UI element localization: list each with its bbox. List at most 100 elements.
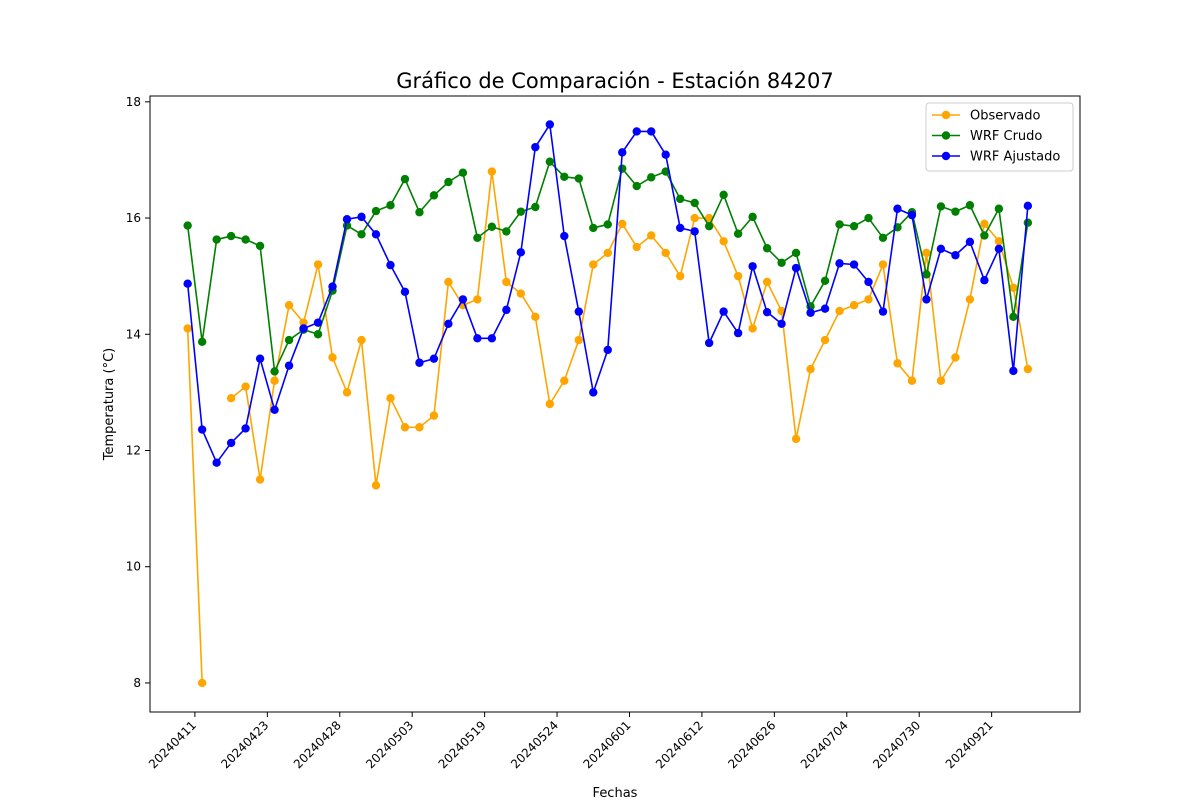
plot-frame (149, 95, 1081, 713)
data-point-wrf-crudo (690, 198, 699, 208)
data-point-wrf-ajustado (719, 307, 728, 316)
y-tick-label: 16 (126, 211, 141, 225)
data-point-wrf-ajustado (342, 215, 352, 224)
data-point-wrf-crudo (531, 202, 540, 212)
x-tick-label: 20240411 (146, 718, 199, 771)
data-point-observado (444, 277, 453, 287)
data-point-observado (748, 324, 757, 333)
data-point-observado (849, 301, 859, 310)
x-tick-label: 20240921 (943, 718, 996, 771)
x-tick-label: 20240524 (508, 718, 561, 771)
data-point-observado (791, 434, 801, 444)
data-point-wrf-crudo (777, 258, 786, 267)
y-axis: 8 10 12 14 16 18 (126, 95, 150, 690)
data-point-wrf-crudo (284, 335, 294, 345)
data-point-observado (342, 388, 352, 397)
data-point-observado (400, 423, 410, 432)
legend-marker-wrf-ajustado (941, 151, 951, 161)
data-point-wrf-ajustado (878, 307, 888, 316)
x-tick-label: 20240503 (363, 718, 416, 771)
x-tick-label: 20240730 (870, 718, 923, 771)
data-point-wrf-ajustado (299, 324, 308, 333)
legend-label-observado: Observado (970, 109, 1041, 124)
data-point-observado (284, 301, 294, 310)
data-point-wrf-ajustado (270, 405, 279, 415)
data-point-observado (980, 219, 989, 229)
series-observado (183, 167, 1033, 688)
data-point-observado (226, 393, 236, 403)
data-point-wrf-crudo (719, 190, 728, 199)
data-point-observado (951, 353, 960, 362)
data-point-observado (936, 376, 946, 385)
data-point-wrf-crudo (936, 202, 946, 211)
legend-label-wrf-ajustado: WRF Ajustado (970, 150, 1060, 165)
x-tick-label: 20240428 (291, 718, 344, 771)
data-point-observado (864, 295, 873, 304)
plot-area (149, 95, 1081, 713)
plot-background (150, 96, 1080, 712)
data-point-observado (994, 237, 1004, 246)
data-point-wrf-ajustado (733, 328, 743, 338)
data-point-wrf-crudo (545, 157, 555, 166)
data-point-wrf-ajustado (994, 244, 1004, 254)
x-tick-label: 20240423 (218, 718, 271, 771)
data-point-observado (386, 393, 395, 403)
y-axis-label: Temperatura (°C) (102, 348, 117, 461)
data-point-wrf-ajustado (444, 319, 453, 328)
data-point-wrf-ajustado (864, 277, 873, 287)
data-point-wrf-crudo (444, 177, 453, 187)
data-point-wrf-crudo (835, 220, 844, 229)
data-point-wrf-crudo (589, 223, 598, 233)
data-point-observado (733, 271, 743, 281)
data-point-observado (516, 289, 526, 298)
data-point-observado (1009, 283, 1018, 292)
data-point-observado (1023, 364, 1033, 374)
x-axis-label: Fechas (593, 786, 638, 800)
data-point-observado (270, 376, 279, 385)
data-point-observado (574, 335, 583, 345)
data-point-wrf-crudo (429, 191, 439, 200)
data-point-wrf-ajustado (212, 458, 221, 467)
data-point-wrf-crudo (212, 235, 221, 244)
data-point-wrf-crudo (574, 174, 583, 183)
y-tick-label: 14 (126, 327, 141, 341)
data-point-wrf-ajustado (400, 287, 410, 297)
data-point-wrf-ajustado (1009, 366, 1018, 376)
data-point-wrf-ajustado (777, 319, 786, 328)
data-point-observado (531, 312, 540, 322)
data-point-wrf-crudo (922, 270, 931, 279)
data-point-wrf-ajustado (922, 295, 931, 304)
data-point-wrf-ajustado (516, 248, 526, 257)
data-point-observado (589, 260, 598, 269)
data-point-wrf-ajustado (1023, 201, 1033, 211)
data-point-wrf-crudo (878, 233, 888, 242)
data-point-wrf-crudo (791, 248, 801, 258)
data-point-wrf-ajustado (647, 127, 656, 136)
data-point-observado (328, 353, 337, 362)
legend-marker-observado (941, 110, 951, 120)
data-point-wrf-crudo (516, 207, 526, 216)
data-point-observado (907, 376, 917, 385)
data-point-wrf-ajustado (936, 244, 946, 254)
data-point-wrf-crudo (560, 172, 569, 181)
data-point-wrf-crudo (241, 235, 250, 244)
y-tick-label: 18 (126, 95, 141, 109)
data-point-observado (313, 260, 323, 269)
y-tick-label: 12 (126, 443, 141, 457)
data-point-observado (357, 335, 366, 345)
data-point-wrf-ajustado (197, 425, 207, 434)
data-point-wrf-ajustado (473, 334, 482, 343)
data-point-wrf-ajustado (951, 251, 960, 260)
x-tick-label: 20240601 (581, 718, 634, 771)
data-point-observado (487, 167, 497, 176)
data-point-wrf-ajustado (835, 259, 844, 268)
data-point-wrf-ajustado (806, 308, 815, 317)
data-point-wrf-crudo (400, 174, 410, 184)
data-point-wrf-ajustado (284, 361, 294, 370)
data-point-wrf-crudo (820, 276, 830, 285)
legend-box (925, 102, 1074, 172)
data-point-wrf-ajustado (762, 307, 772, 317)
data-point-observado (835, 306, 844, 316)
data-point-wrf-crudo (748, 212, 757, 222)
